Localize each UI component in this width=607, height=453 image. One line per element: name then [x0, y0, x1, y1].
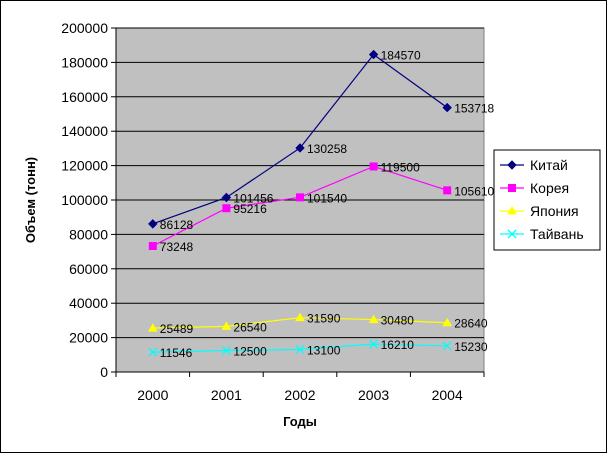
data-labels-layer: 86128 101456 130258 184570 153718 73248 95216 1… [160, 49, 495, 361]
y-tick-label: 0 [100, 364, 108, 380]
data-point [442, 317, 453, 327]
data-point [295, 345, 305, 354]
legend-marker [507, 229, 517, 239]
y-tick-label: 100000 [61, 192, 108, 208]
legend-marker [507, 160, 517, 170]
data-point [442, 341, 452, 351]
data-point [148, 219, 158, 229]
x-tick-label: 2004 [432, 387, 463, 403]
y-axis-ticks: 0 20000 40000 60000 80000 100000 120000 140000 1… [61, 20, 117, 380]
y-tick-label: 140000 [61, 123, 108, 139]
data-point [295, 312, 305, 322]
data-label: 95216 [233, 202, 267, 216]
legend-marker [507, 205, 517, 215]
data-point [369, 162, 378, 171]
y-tick-label: 60000 [69, 261, 108, 277]
data-label: 153718 [454, 102, 494, 116]
y-axis-title: Объем (тонн) [23, 157, 38, 243]
data-label: 73248 [160, 240, 194, 254]
x-axis-title: Годы [283, 414, 317, 429]
data-point [369, 339, 379, 349]
y-tick-label: 200000 [61, 20, 108, 36]
x-tick-label: 2001 [211, 387, 242, 403]
legend: Китай Корея Япония Тайвань [493, 149, 601, 251]
series-layer [147, 49, 453, 357]
data-label: 119500 [381, 160, 420, 174]
data-point [368, 49, 379, 60]
data-point [222, 204, 231, 213]
gridlines [116, 27, 484, 339]
data-label: 86128 [160, 218, 194, 232]
y-tick-label: 40000 [69, 295, 108, 311]
data-point [148, 347, 158, 357]
data-point [148, 242, 157, 251]
data-label: 16210 [381, 338, 415, 352]
y-tick-label: 160000 [61, 89, 108, 105]
data-label: 101540 [307, 191, 347, 205]
y-tick-label: 20000 [69, 330, 108, 346]
legend-marker [508, 184, 516, 192]
data-label: 25489 [160, 322, 194, 336]
data-label: 105610 [454, 184, 494, 198]
legend-label: Китай [530, 157, 568, 173]
x-tick-label: 2003 [358, 387, 389, 403]
data-point [443, 186, 452, 195]
data-label: 13100 [307, 343, 341, 357]
data-label: 31590 [307, 312, 341, 326]
data-label: 130258 [307, 142, 347, 156]
data-label: 184570 [381, 49, 421, 63]
legend-label: Япония [530, 203, 579, 219]
x-axis-ticks: 2000 2001 2002 2003 2004 [115, 371, 485, 403]
x-tick-label: 2000 [137, 387, 168, 403]
legend-label: Корея [530, 180, 569, 196]
data-point [442, 102, 452, 113]
data-point [295, 143, 305, 153]
data-point [368, 314, 379, 324]
data-label: 28640 [454, 317, 488, 331]
data-label: 12500 [233, 345, 267, 359]
data-label: 30480 [381, 314, 415, 328]
data-label: 11546 [160, 346, 193, 360]
x-tick-label: 2002 [284, 387, 315, 403]
data-point [296, 193, 304, 202]
data-point [221, 321, 232, 330]
data-point [221, 346, 231, 355]
data-point [147, 323, 158, 332]
data-label: 15230 [454, 340, 488, 354]
legend-label: Тайвань [530, 226, 584, 242]
data-label: 101456 [233, 191, 273, 205]
y-tick-label: 80000 [69, 226, 108, 242]
data-label: 26540 [233, 320, 267, 334]
y-tick-label: 180000 [61, 54, 108, 70]
y-tick-label: 120000 [61, 158, 108, 174]
data-point [221, 192, 232, 203]
